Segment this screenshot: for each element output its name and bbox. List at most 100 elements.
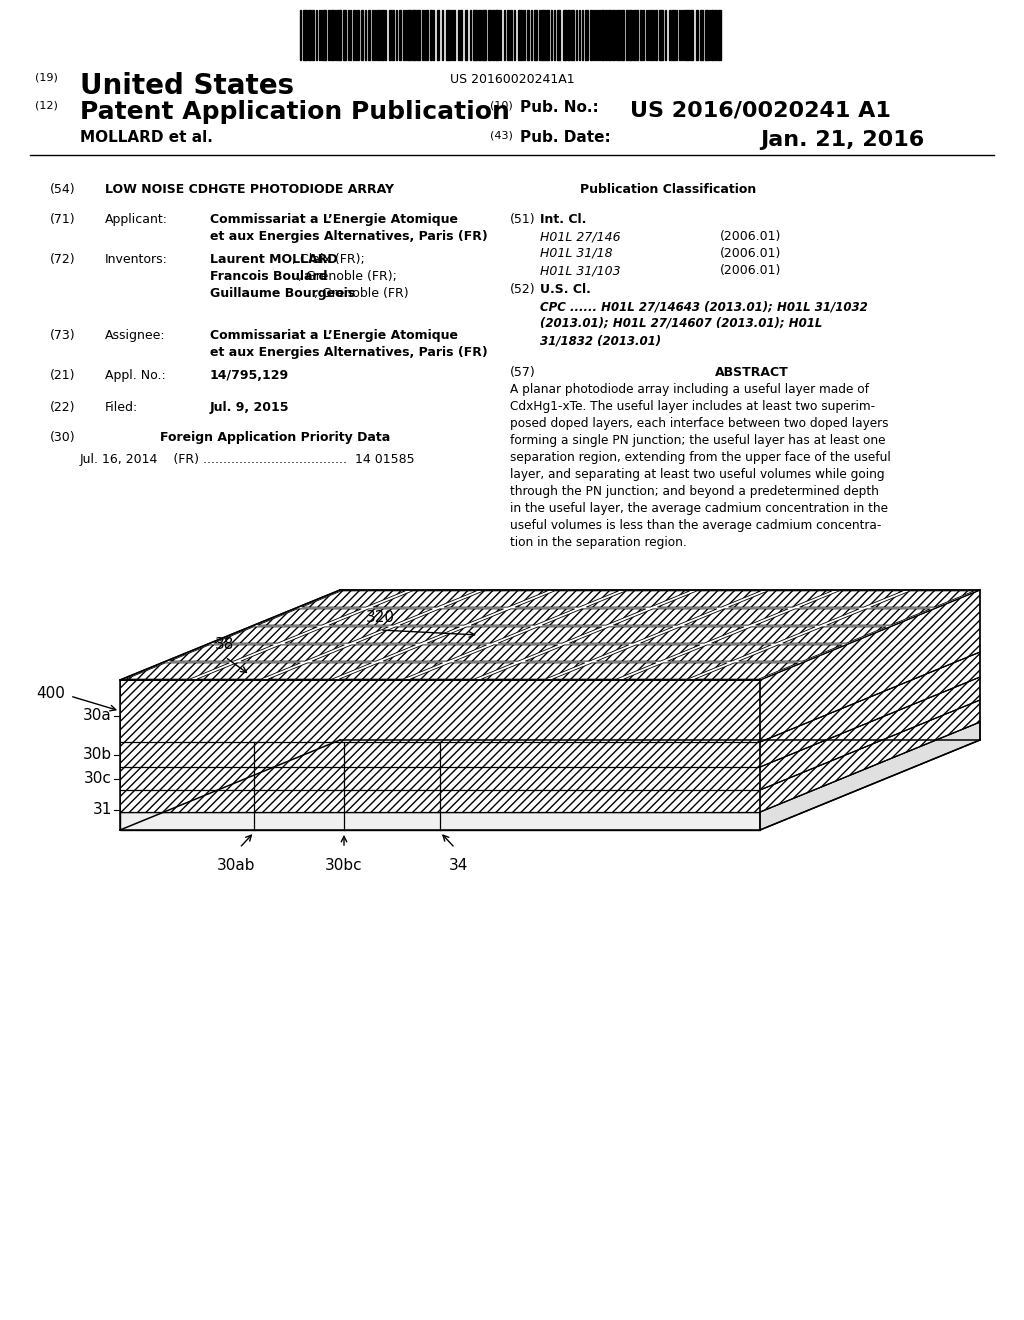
Bar: [412, 11, 416, 59]
Bar: [541, 11, 545, 59]
Text: 14/795,129: 14/795,129: [210, 370, 289, 381]
Text: (51): (51): [510, 213, 536, 226]
Text: Jul. 16, 2014    (FR) ....................................  14 01585: Jul. 16, 2014 (FR) .....................…: [80, 453, 416, 466]
Text: Foreign Application Priority Data: Foreign Application Priority Data: [160, 432, 390, 444]
Polygon shape: [329, 609, 432, 626]
Polygon shape: [800, 591, 903, 607]
Polygon shape: [640, 627, 744, 643]
Text: 38: 38: [215, 638, 234, 652]
Bar: [426, 11, 428, 59]
Polygon shape: [427, 627, 530, 643]
Polygon shape: [668, 645, 771, 661]
Polygon shape: [444, 591, 548, 607]
Text: et aux Energies Alternatives, Paris (FR): et aux Energies Alternatives, Paris (FR): [210, 346, 487, 359]
Bar: [495, 11, 499, 59]
Text: 30bc: 30bc: [326, 858, 362, 873]
Bar: [488, 11, 490, 59]
Polygon shape: [760, 722, 980, 830]
Polygon shape: [302, 591, 406, 607]
Bar: [518, 11, 521, 59]
Bar: [337, 11, 341, 59]
Bar: [303, 11, 307, 59]
Text: (57): (57): [510, 366, 536, 379]
Bar: [389, 11, 391, 59]
Text: Commissariat a L’Energie Atomique: Commissariat a L’Energie Atomique: [210, 329, 458, 342]
Text: Laurent MOLLARD: Laurent MOLLARD: [210, 253, 338, 267]
Text: (2013.01); H01L 27/14607 (2013.01); H01L: (2013.01); H01L 27/14607 (2013.01); H01L: [540, 317, 822, 330]
Text: tion in the separation region.: tion in the separation region.: [510, 536, 687, 549]
Bar: [718, 11, 721, 59]
Bar: [605, 11, 607, 59]
Polygon shape: [120, 742, 760, 767]
Text: US 2016/0020241 A1: US 2016/0020241 A1: [630, 100, 891, 120]
Text: (43): (43): [490, 129, 513, 140]
Bar: [608, 11, 611, 59]
Text: (54): (54): [50, 183, 76, 195]
Text: 30a: 30a: [83, 709, 112, 723]
Polygon shape: [312, 645, 416, 661]
Bar: [437, 11, 439, 59]
Polygon shape: [481, 663, 585, 678]
Text: Guillaume Bourgeois: Guillaume Bourgeois: [210, 286, 355, 300]
Polygon shape: [241, 645, 344, 661]
Polygon shape: [515, 591, 618, 607]
Text: MOLLARD et al.: MOLLARD et al.: [80, 129, 213, 145]
Bar: [715, 11, 717, 59]
Bar: [453, 11, 455, 59]
Polygon shape: [411, 663, 514, 678]
Bar: [381, 11, 384, 59]
Text: United States: United States: [80, 73, 294, 100]
Bar: [392, 11, 394, 59]
Text: Francois Boulard: Francois Boulard: [210, 271, 328, 282]
Text: (10): (10): [490, 100, 513, 110]
Polygon shape: [657, 591, 761, 607]
Bar: [672, 11, 675, 59]
Text: 30b: 30b: [83, 747, 112, 762]
Text: (72): (72): [50, 253, 76, 267]
Text: 34: 34: [449, 858, 468, 873]
Bar: [465, 11, 467, 59]
Text: , Grenoble (FR): , Grenoble (FR): [314, 286, 410, 300]
Polygon shape: [756, 609, 859, 626]
Bar: [357, 11, 359, 59]
Bar: [343, 11, 346, 59]
Text: (2006.01): (2006.01): [720, 264, 781, 277]
Text: (71): (71): [50, 213, 76, 226]
Bar: [308, 11, 311, 59]
Bar: [690, 11, 693, 59]
Polygon shape: [400, 609, 504, 626]
Bar: [473, 11, 477, 59]
Polygon shape: [712, 627, 815, 643]
Text: Patent Application Publication: Patent Application Publication: [80, 100, 510, 124]
Polygon shape: [525, 645, 629, 661]
Text: Commissariat a L’Energie Atomique: Commissariat a L’Energie Atomique: [210, 213, 458, 226]
Polygon shape: [471, 609, 574, 626]
Bar: [482, 11, 486, 59]
Polygon shape: [738, 645, 843, 661]
Bar: [659, 11, 663, 59]
Polygon shape: [728, 591, 833, 607]
Text: (12): (12): [35, 100, 58, 110]
Text: posed doped layers, each interface between two doped layers: posed doped layers, each interface betwe…: [510, 417, 889, 430]
Text: Assignee:: Assignee:: [105, 329, 166, 342]
Text: ABSTRACT: ABSTRACT: [715, 366, 788, 379]
Bar: [617, 11, 620, 59]
Polygon shape: [826, 609, 930, 626]
Polygon shape: [586, 591, 690, 607]
Bar: [331, 11, 334, 59]
Bar: [700, 11, 703, 59]
Polygon shape: [694, 663, 799, 678]
Polygon shape: [760, 700, 980, 812]
Text: Applicant:: Applicant:: [105, 213, 168, 226]
Text: CdxHg1-xTe. The useful layer includes at least two superim-: CdxHg1-xTe. The useful layer includes at…: [510, 400, 876, 413]
Text: useful volumes is less than the average cadmium concentra-: useful volumes is less than the average …: [510, 519, 882, 532]
Text: separation region, extending from the upper face of the useful: separation region, extending from the up…: [510, 451, 891, 465]
Polygon shape: [455, 645, 558, 661]
Bar: [571, 11, 574, 59]
Text: Int. Cl.: Int. Cl.: [540, 213, 587, 226]
Text: (2006.01): (2006.01): [720, 230, 781, 243]
Bar: [430, 11, 432, 59]
Polygon shape: [569, 627, 673, 643]
Text: (21): (21): [50, 370, 76, 381]
Bar: [328, 11, 330, 59]
